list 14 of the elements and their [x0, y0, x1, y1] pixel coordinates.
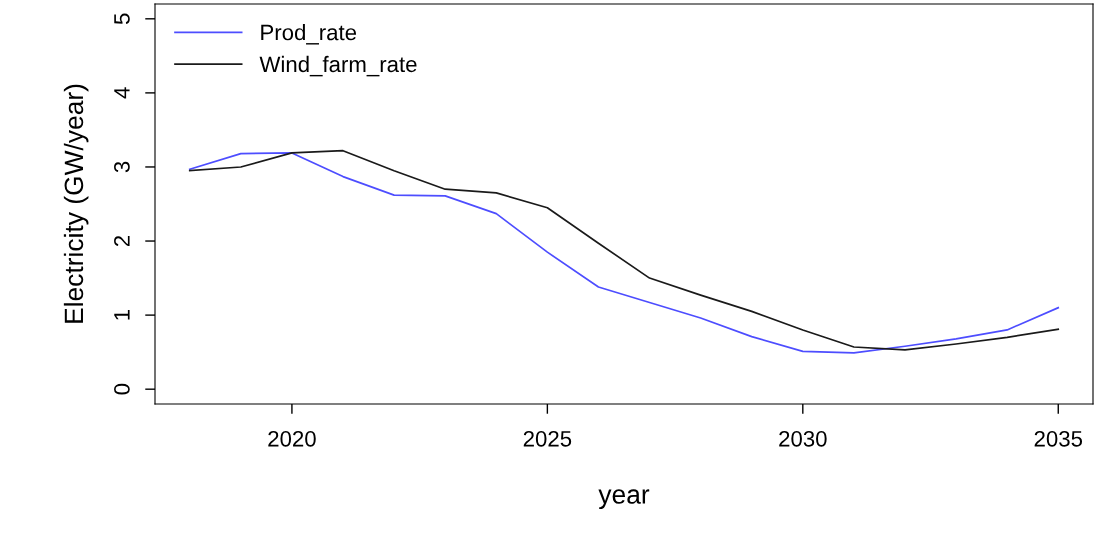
y-tick-label: 4 [114, 87, 130, 99]
y-tick-label: 3 [114, 161, 130, 173]
y-tick-label: 0 [114, 383, 130, 395]
y-tick-label: 1 [114, 310, 130, 320]
x-axis-title: year [598, 489, 650, 510]
legend-label: Prod_rate [261, 24, 357, 45]
x-tick-label: 2020 [268, 430, 316, 447]
y-tick-label: 5 [114, 13, 130, 25]
y-tick-label: 2 [114, 235, 130, 247]
x-tick-label: 2035 [1034, 430, 1083, 447]
x-tick-label: 2025 [523, 430, 572, 447]
legend-label: Wind_farm_rate [259, 55, 417, 77]
y-axis-title: Electricity (GW/year) [63, 84, 89, 323]
x-tick-label: 2030 [779, 430, 827, 447]
